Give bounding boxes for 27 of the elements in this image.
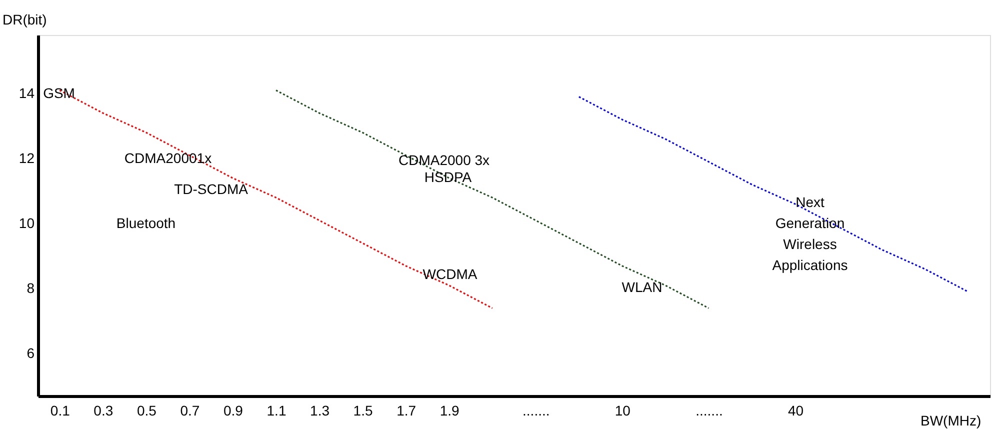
x-tick-label: 1.3 <box>310 402 330 418</box>
y-tick-label: 10 <box>18 215 35 232</box>
x-tick-label: 0.7 <box>180 402 200 418</box>
y-tick-label: 6 <box>26 345 35 362</box>
annotation: Bluetooth <box>116 215 176 231</box>
x-tick-label: 10 <box>614 402 631 418</box>
annotation: WCDMA <box>422 266 478 282</box>
y-tick-label: 8 <box>26 280 35 296</box>
x-tick-label: 1.7 <box>396 402 416 418</box>
line-series <box>275 90 710 309</box>
x-tick-label: ....... <box>696 402 723 418</box>
x-tick-label: 0.1 <box>50 402 70 418</box>
line-series <box>578 96 970 293</box>
y-tick-label: 14 <box>18 85 35 102</box>
annotation: TD-SCDMA <box>174 181 249 197</box>
x-tick-label: 0.9 <box>223 402 244 418</box>
x-axis-title: BW(MHz) <box>920 412 982 428</box>
x-tick-label: ....... <box>522 402 550 418</box>
x-tick-label: 1.5 <box>353 402 373 418</box>
x-tick-label: 40 <box>788 402 804 418</box>
y-tick-label: 12 <box>18 150 35 166</box>
y-axis-title: DR(bit) <box>2 12 47 28</box>
annotation: WLAN <box>622 279 662 295</box>
x-tick-label: 1.1 <box>266 402 286 418</box>
x-tick-label: 1.9 <box>440 402 460 418</box>
x-tick-label: 0.3 <box>94 402 114 418</box>
x-tick-label: 0.5 <box>136 402 157 418</box>
